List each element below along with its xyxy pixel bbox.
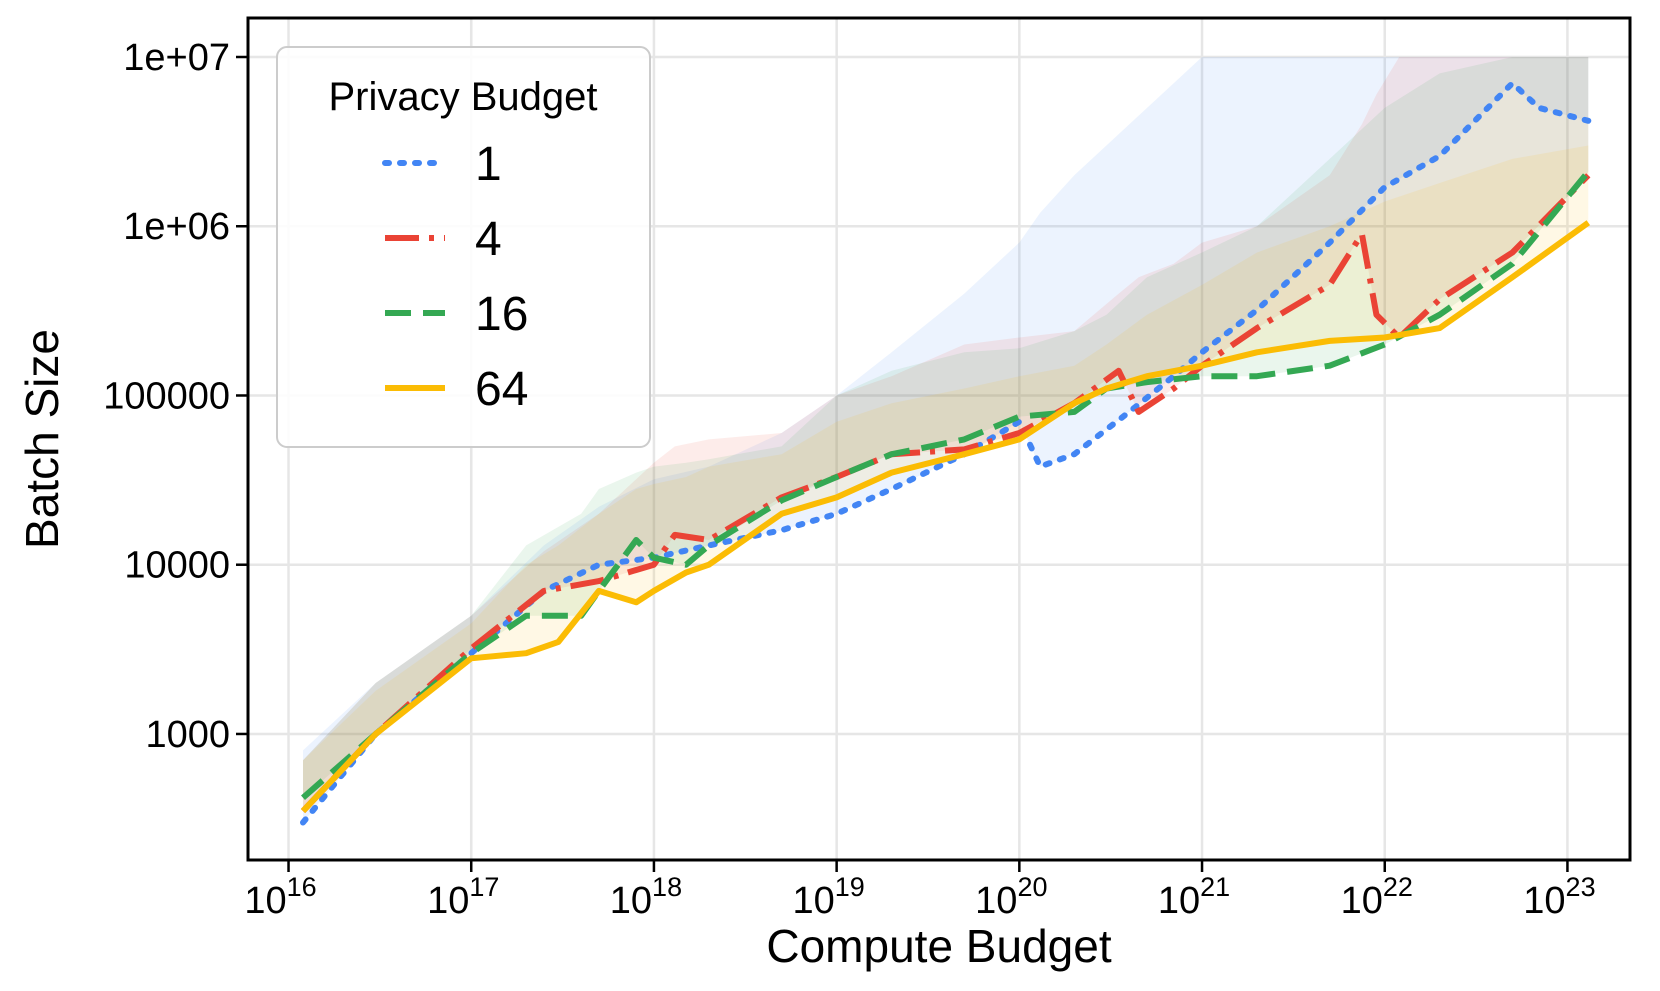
y-axis-title: Batch Size [16, 329, 68, 549]
legend-title: Privacy Budget [328, 75, 597, 119]
x-tick-exponent: 16 [287, 872, 317, 902]
legend-box [276, 46, 651, 448]
y-tick-label: 1e+06 [123, 206, 230, 248]
x-tick-base: 10 [792, 880, 834, 922]
x-tick-label: 1019 [792, 872, 864, 922]
x-axis-ticks: 1016 1017 1018 1019 1020 1021 1022 1023 [244, 860, 1596, 922]
x-tick-exponent: 19 [835, 872, 865, 902]
x-tick-label: 1018 [610, 872, 682, 922]
x-tick-base: 10 [1523, 880, 1565, 922]
legend: Privacy Budget 1 4 16 64 [276, 46, 651, 448]
x-tick-label: 1016 [244, 872, 316, 922]
y-tick-label: 10000 [124, 545, 230, 587]
legend-label-16: 16 [475, 288, 528, 341]
series-band-1 [303, 57, 1589, 823]
x-tick-label: 1022 [1341, 872, 1413, 922]
x-tick-exponent: 20 [1017, 872, 1047, 902]
x-tick-base: 10 [1158, 880, 1200, 922]
x-tick-base: 10 [427, 880, 469, 922]
legend-label-4: 4 [475, 213, 502, 266]
legend-label-64: 64 [475, 363, 528, 416]
y-tick-label: 100000 [103, 375, 230, 417]
series-band-4 [303, 57, 1589, 812]
x-tick-base: 10 [244, 880, 286, 922]
y-tick-label: 1000 [145, 714, 230, 756]
series-lines [300, 80, 1592, 826]
x-axis-title: Compute Budget [766, 920, 1111, 972]
x-tick-base: 10 [975, 880, 1017, 922]
x-tick-label: 1023 [1523, 872, 1595, 922]
series-line-1 [300, 80, 1592, 826]
y-axis-ticks: 1000 10000 100000 1e+06 1e+07 [103, 37, 248, 756]
plot-frame [246, 16, 1632, 862]
x-tick-exponent: 23 [1566, 872, 1596, 902]
x-tick-label: 1021 [1158, 872, 1230, 922]
y-tick-label: 1e+07 [123, 37, 230, 79]
x-tick-exponent: 17 [469, 872, 499, 902]
series-band-64 [303, 145, 1589, 812]
x-tick-base: 10 [610, 880, 652, 922]
x-tick-exponent: 21 [1200, 872, 1230, 902]
x-tick-base: 10 [1341, 880, 1383, 922]
series-band-16 [303, 57, 1589, 798]
uncertainty-bands [303, 57, 1589, 823]
series-line-64 [300, 220, 1591, 814]
x-tick-label: 1017 [427, 872, 499, 922]
x-tick-exponent: 22 [1383, 872, 1413, 902]
series-line-4 [300, 173, 1591, 814]
legend-label-1: 1 [475, 138, 502, 191]
x-tick-exponent: 18 [652, 872, 682, 902]
x-tick-label: 1020 [975, 872, 1047, 922]
